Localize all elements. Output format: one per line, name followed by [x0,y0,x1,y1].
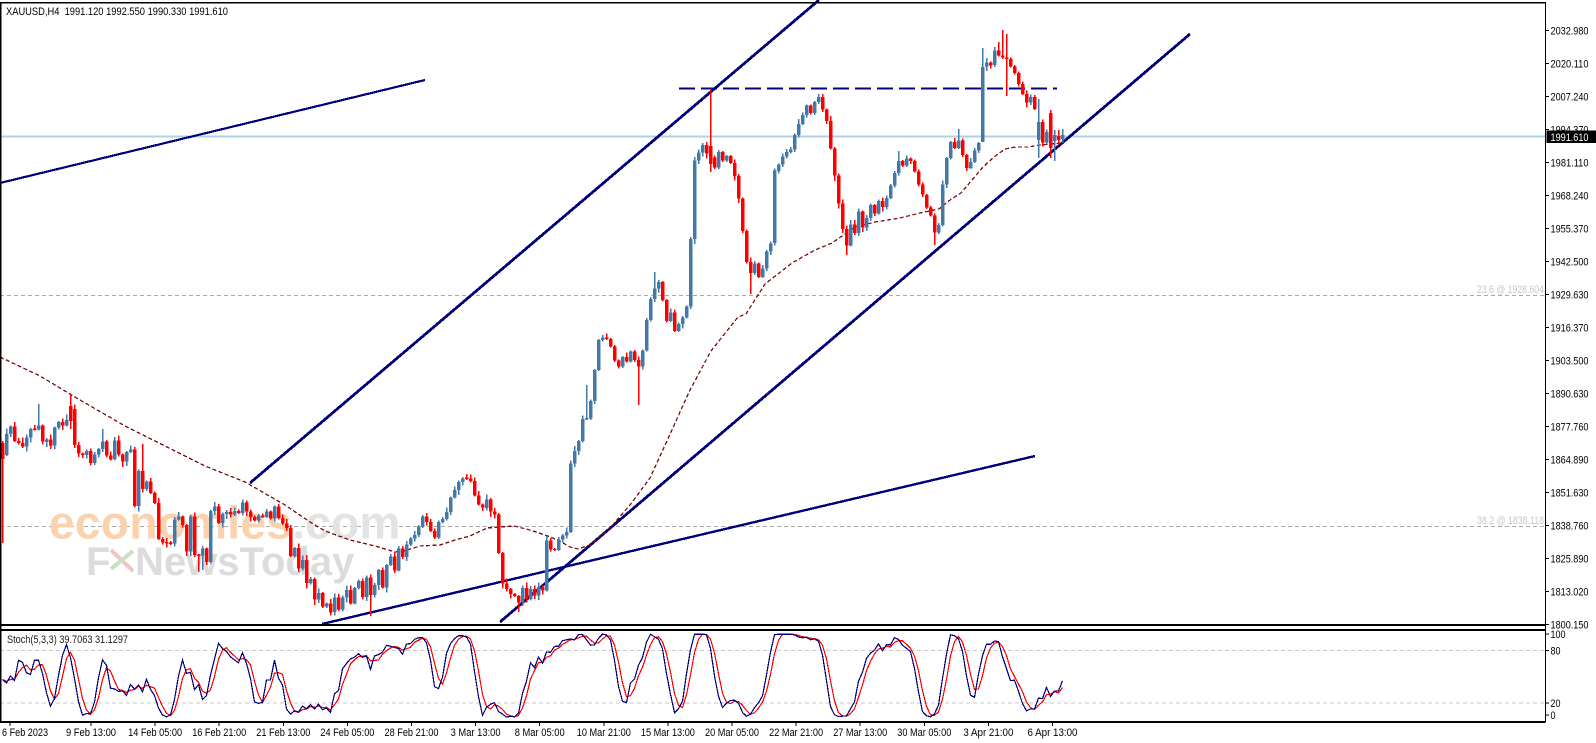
svg-text:2020.110: 2020.110 [1551,59,1589,71]
svg-text:14 Feb 05:00: 14 Feb 05:00 [128,727,182,739]
svg-text:Stoch(5,3,3) 39.7063 31.1297: Stoch(5,3,3) 39.7063 31.1297 [7,634,128,646]
svg-text:1929.630: 1929.630 [1551,290,1589,302]
svg-text:1903.500: 1903.500 [1551,356,1589,368]
svg-text:8 Mar 05:00: 8 Mar 05:00 [515,727,565,739]
svg-text:1851.630: 1851.630 [1551,488,1589,500]
svg-text:15 Mar 13:00: 15 Mar 13:00 [641,727,695,739]
svg-text:1890.630: 1890.630 [1551,389,1589,401]
svg-text:XAUUSD,H4 1991.120 1992.550 1: XAUUSD,H4 1991.120 1992.550 1990.330 199… [6,6,228,18]
svg-text:9 Feb 13:00: 9 Feb 13:00 [66,727,116,739]
svg-text:6 Apr 13:00: 6 Apr 13:00 [1028,727,1078,739]
svg-text:3 Mar 13:00: 3 Mar 13:00 [451,727,501,739]
svg-text:21 Feb 13:00: 21 Feb 13:00 [256,727,310,739]
svg-text:28 Feb 21:00: 28 Feb 21:00 [385,727,439,739]
svg-text:1800.150: 1800.150 [1551,620,1589,632]
svg-text:1981.110: 1981.110 [1551,158,1589,170]
svg-text:20: 20 [1551,698,1561,710]
svg-text:1968.240: 1968.240 [1551,191,1589,203]
svg-text:0: 0 [1551,710,1556,722]
svg-text:23.6 @ 1928.604: 23.6 @ 1928.604 [1477,284,1544,296]
svg-text:1877.760: 1877.760 [1551,422,1589,434]
svg-text:1955.370: 1955.370 [1551,224,1589,236]
svg-text:3 Apr 21:00: 3 Apr 21:00 [963,727,1013,739]
svg-text:10 Mar 21:00: 10 Mar 21:00 [577,727,631,739]
svg-text:27 Mar 13:00: 27 Mar 13:00 [833,727,887,739]
svg-text:1916.370: 1916.370 [1551,323,1589,335]
svg-text:6 Feb 2023: 6 Feb 2023 [2,727,48,739]
svg-text:1838.760: 1838.760 [1551,521,1589,533]
svg-text:16 Feb 21:00: 16 Feb 21:00 [192,727,246,739]
svg-text:30 Mar 05:00: 30 Mar 05:00 [897,727,951,739]
svg-text:38.2 @ 1838.118: 38.2 @ 1838.118 [1477,515,1544,527]
svg-text:1813.020: 1813.020 [1551,587,1589,599]
svg-text:2007.240: 2007.240 [1551,92,1589,104]
svg-text:22 Mar 21:00: 22 Mar 21:00 [769,727,823,739]
svg-text:1825.890: 1825.890 [1551,554,1589,566]
svg-text:1864.890: 1864.890 [1551,455,1589,467]
svg-text:24 Feb 05:00: 24 Feb 05:00 [320,727,374,739]
svg-text:100: 100 [1551,629,1566,641]
svg-text:80: 80 [1551,646,1561,658]
svg-text:1942.500: 1942.500 [1551,257,1589,269]
svg-text:1991.610: 1991.610 [1551,132,1589,144]
svg-text:F: F [86,540,110,584]
svg-text:NewsToday: NewsToday [135,540,355,584]
svg-text:2032.980: 2032.980 [1551,26,1589,38]
svg-text:20 Mar 05:00: 20 Mar 05:00 [705,727,759,739]
